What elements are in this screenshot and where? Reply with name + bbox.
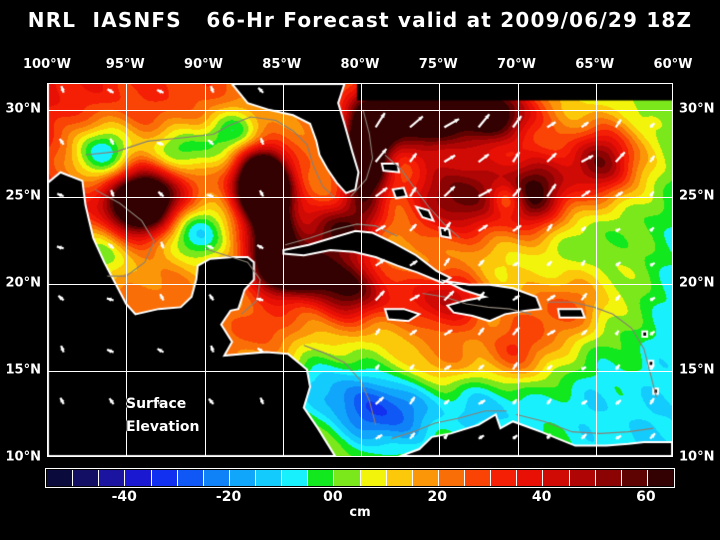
- colorbar-cell-18: [517, 470, 544, 486]
- lat-tick-left-0: 30°N: [5, 101, 41, 117]
- colorbar-cell-19: [543, 470, 570, 486]
- longitude-axis: 100°W 95°W 90°W 85°W 80°W 75°W 70°W 65°W 60°W: [23, 57, 692, 75]
- lat-tick-right-4: 10°N: [679, 449, 715, 465]
- colorbar-cell-13: [386, 470, 413, 486]
- colorbar-cell-17: [491, 470, 518, 486]
- colorbar-cell-9: [282, 470, 309, 486]
- lon-tick-4: 80°W: [340, 57, 380, 72]
- colorbar-cell-3: [125, 470, 152, 486]
- colorbar-cell-22: [621, 470, 648, 486]
- colorbar-tick-5: 60: [636, 489, 656, 505]
- colorbar-tick-3: 20: [427, 489, 447, 505]
- lat-tick-left-2: 20°N: [5, 275, 41, 291]
- lon-tick-5: 75°W: [418, 57, 458, 72]
- colorbar-tick-1: -20: [215, 489, 242, 505]
- lat-tick-right-0: 30°N: [679, 101, 715, 117]
- sea-surface-elevation-field: [48, 84, 672, 456]
- colorbar: [45, 468, 675, 488]
- lon-tick-6: 70°W: [497, 57, 536, 72]
- lon-tick-2: 90°W: [184, 57, 223, 72]
- lat-tick-left-1: 25°N: [5, 188, 41, 204]
- colorbar-cell-14: [412, 470, 439, 486]
- page-title: NRL IASNFS 66-Hr Forecast valid at 2009/…: [27, 8, 693, 32]
- colorbar-tick-4: 40: [531, 489, 552, 505]
- colorbar-cell-10: [308, 470, 335, 486]
- colorbar-tick-labels: -40 -20 00 20 40 60: [46, 489, 674, 507]
- latitude-axis-left: 30°N 25°N 20°N 15°N 10°N: [0, 83, 44, 465]
- colorbar-cell-6: [203, 470, 230, 486]
- colorbar-cell-2: [99, 470, 126, 486]
- colorbar-cell-11: [334, 470, 361, 486]
- lat-tick-right-2: 20°N: [679, 275, 715, 291]
- lon-tick-8: 60°W: [653, 57, 693, 72]
- colorbar-cell-15: [438, 470, 465, 486]
- colorbar-cell-8: [256, 470, 283, 486]
- lon-tick-1: 95°W: [105, 57, 145, 72]
- colorbar-cell-16: [465, 470, 492, 486]
- lat-tick-right-1: 25°N: [679, 188, 715, 204]
- colorbar-tick-2: 00: [323, 489, 343, 505]
- lon-tick-3: 85°W: [262, 57, 302, 72]
- colorbar-swatches: [47, 470, 673, 486]
- lat-tick-left-3: 15°N: [5, 362, 41, 378]
- colorbar-cell-5: [177, 470, 204, 486]
- latitude-axis-right: 30°N 25°N 20°N 15°N 10°N: [676, 83, 720, 465]
- map-plot-area[interactable]: Surface Elevation: [47, 83, 673, 457]
- lon-tick-0: 100°W: [23, 57, 71, 72]
- colorbar-cell-21: [595, 470, 622, 486]
- colorbar-tick-0: -40: [111, 489, 137, 505]
- colorbar-cell-20: [569, 470, 596, 486]
- colorbar-cell-12: [360, 470, 387, 486]
- colorbar-cell-4: [151, 470, 178, 486]
- colorbar-unit-label: cm: [349, 505, 371, 520]
- lat-tick-left-4: 10°N: [5, 449, 41, 465]
- colorbar-cell-1: [73, 470, 100, 486]
- lon-tick-7: 65°W: [575, 57, 615, 72]
- colorbar-cell-7: [229, 470, 256, 486]
- colorbar-cell-23: [647, 470, 673, 486]
- lat-tick-right-3: 15°N: [679, 362, 715, 378]
- colorbar-cell-0: [47, 470, 74, 486]
